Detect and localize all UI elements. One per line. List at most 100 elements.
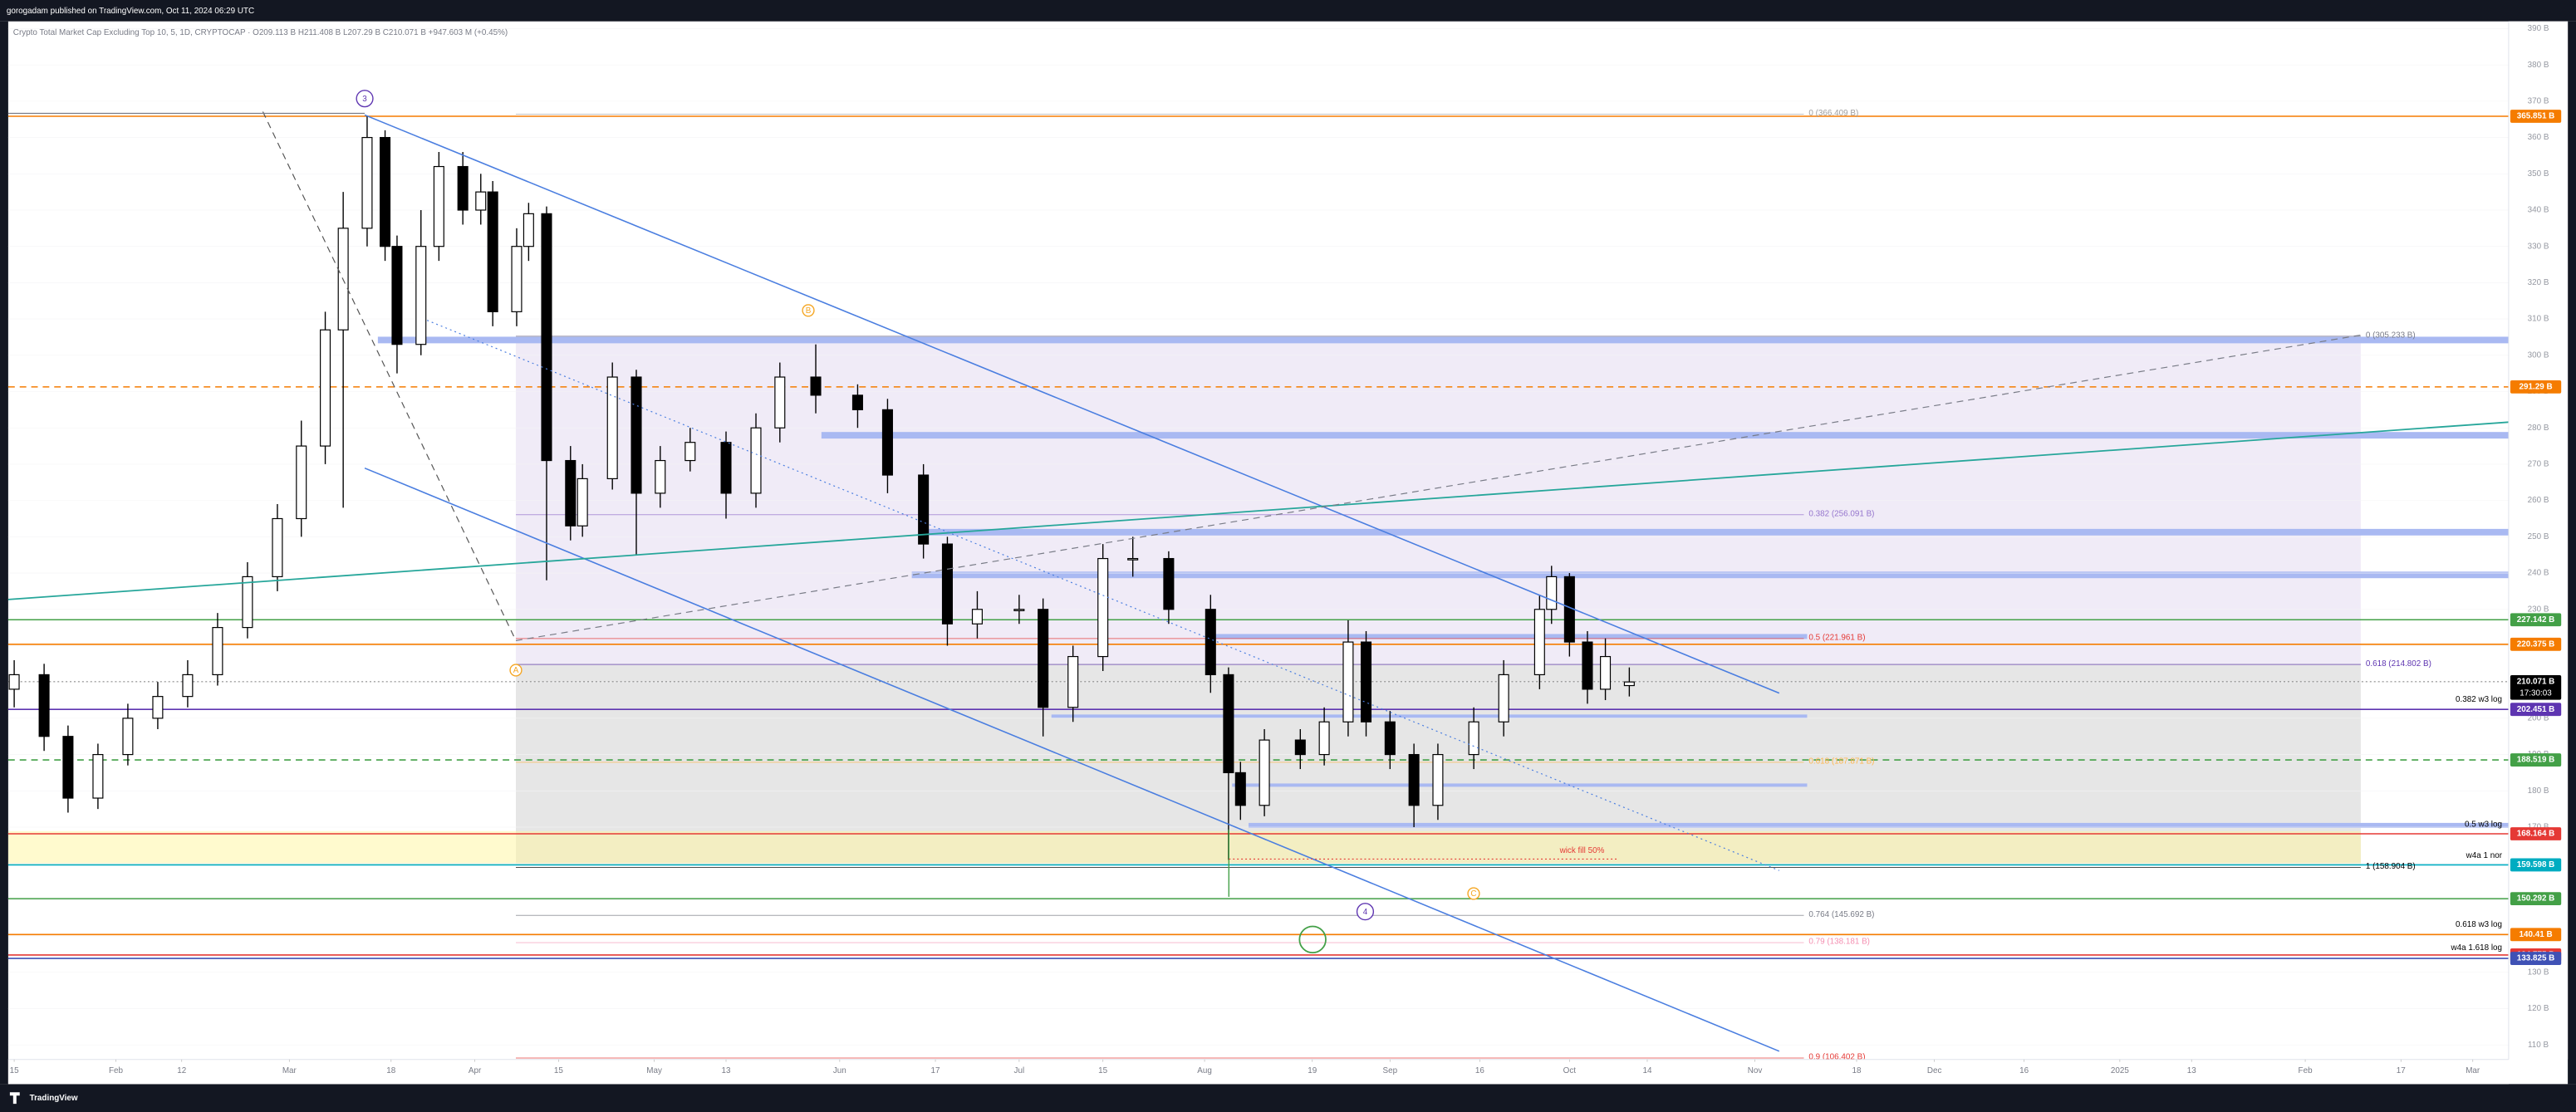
price-box	[2510, 892, 2562, 906]
candles	[8, 115, 1635, 860]
candle-body	[380, 136, 391, 247]
candle-body	[1432, 753, 1444, 806]
candle-body	[62, 736, 74, 799]
wave-circle	[1467, 887, 1480, 900]
x-tick-label: 18	[386, 1066, 395, 1075]
candle-body	[606, 376, 618, 480]
price-box	[2510, 952, 2562, 966]
price-box	[2510, 380, 2562, 394]
candle-body	[1294, 739, 1306, 756]
price-box	[2510, 110, 2562, 123]
candle-body	[1097, 557, 1109, 658]
candle-body	[523, 213, 534, 247]
x-tick-label: 15	[1098, 1066, 1107, 1075]
note: 0.618 w3 log	[2456, 920, 2502, 929]
candle-body	[1342, 641, 1354, 723]
left-border	[0, 21, 8, 1085]
candle-body	[720, 442, 732, 494]
resistance-band	[920, 528, 2509, 536]
resistance-band	[821, 432, 2509, 439]
candle-body	[212, 627, 223, 676]
x-tick-label: 19	[1308, 1066, 1317, 1075]
y-tick-label: 260 B	[2528, 496, 2549, 505]
fib-label: 0.764 (145.692 B)	[1808, 910, 1874, 919]
candle-body	[1468, 721, 1479, 756]
candle-body	[1582, 641, 1593, 690]
candle-body	[1533, 609, 1545, 676]
candle-body	[1013, 609, 1025, 611]
y-tick-label: 370 B	[2528, 96, 2549, 105]
price-box	[2510, 703, 2562, 717]
symbol-line: Crypto Total Market Cap Excluding Top 10…	[13, 28, 508, 37]
candle-body	[487, 191, 498, 312]
candle-body	[541, 213, 552, 462]
y-tick-label: 390 B	[2528, 24, 2549, 33]
wave-circle	[1356, 903, 1375, 921]
x-tick-label: 16	[1475, 1066, 1484, 1075]
candle-body	[941, 543, 953, 625]
fib-label: 0.382 (256.091 B)	[1808, 509, 1874, 518]
candle-body	[810, 376, 822, 396]
support-zone	[7, 830, 2361, 865]
price-box	[2510, 637, 2562, 651]
y-tick-label: 310 B	[2528, 315, 2549, 324]
candle-body	[1259, 739, 1270, 806]
y-tick-label: 300 B	[2528, 350, 2549, 360]
y-tick-label: 200 B	[2528, 713, 2549, 723]
candle-body	[415, 246, 427, 345]
zones	[7, 335, 2509, 865]
channel-line	[364, 114, 1780, 694]
wave-label: C	[1470, 889, 1476, 899]
candle-body	[1127, 557, 1139, 561]
x-tick-label: 17	[931, 1066, 940, 1075]
x-tick-label: Feb	[109, 1066, 124, 1075]
candle-body	[296, 445, 307, 520]
x-tick-label: 18	[1852, 1066, 1862, 1075]
candle-body	[475, 191, 487, 211]
candle-body	[361, 136, 373, 229]
candle-body	[242, 576, 253, 629]
price-axis	[2508, 21, 2569, 1060]
note: w4a 1.618 log	[2451, 943, 2502, 953]
candle-body	[511, 246, 523, 312]
candle-body	[1408, 753, 1420, 806]
x-tick-label: Jun	[833, 1066, 846, 1075]
candle-body	[1163, 557, 1175, 610]
x-tick-label: 15	[10, 1066, 19, 1075]
logo-icon	[9, 1092, 20, 1105]
y-tick-label: 170 B	[2528, 823, 2549, 832]
bottom-bar	[0, 1084, 2576, 1112]
last-price-label: 210.071 B	[2517, 677, 2555, 686]
fib-label: 0 (366.409 B)	[1808, 109, 1858, 118]
price-box-label: 140.41 B	[2520, 930, 2553, 939]
x-tick-label: Mar	[2466, 1066, 2480, 1075]
candle-body	[1067, 655, 1079, 708]
candle-body	[1498, 674, 1509, 723]
candle-body	[631, 376, 642, 494]
trend-line	[7, 421, 2509, 600]
x-tick-label: 2025	[2111, 1066, 2129, 1075]
candle-body	[971, 609, 983, 625]
last-price-box	[2510, 674, 2562, 700]
note: w4a 1 nor	[2466, 851, 2503, 860]
x-tick-label: Feb	[2299, 1066, 2313, 1075]
price-box	[2510, 858, 2562, 872]
candle-body	[433, 165, 444, 247]
y-tick-label: 340 B	[2528, 206, 2549, 215]
candle-body	[8, 674, 20, 690]
candle-body	[565, 459, 577, 527]
levels	[7, 28, 2509, 1059]
candle-body	[851, 394, 863, 410]
price-box-label: 365.851 B	[2517, 112, 2555, 121]
candle-body	[1038, 609, 1049, 708]
price-box-label: 220.375 B	[2517, 639, 2555, 649]
candle-body	[152, 696, 164, 719]
note: 0.5 w3 log	[2465, 820, 2502, 829]
candle-body	[655, 459, 666, 494]
wave-label: 4	[1363, 908, 1368, 917]
y-tick-label: 130 B	[2528, 967, 2549, 977]
y-tick-label: 330 B	[2528, 242, 2549, 251]
